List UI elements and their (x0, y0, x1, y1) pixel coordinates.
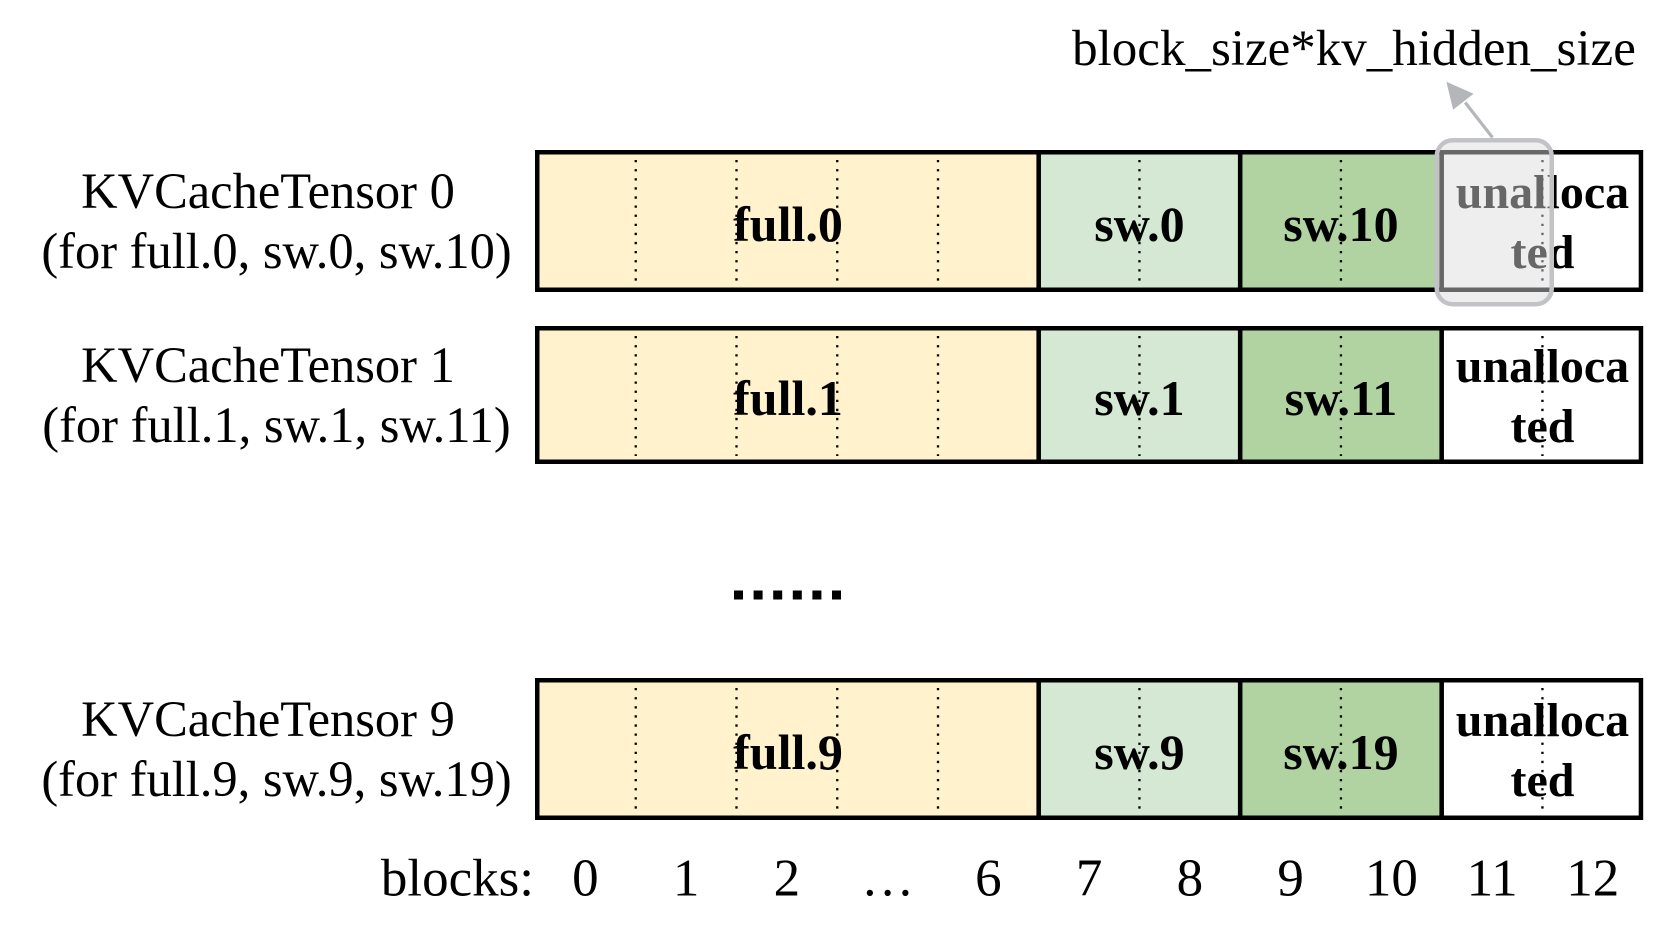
svg-text:sw.1: sw.1 (1094, 370, 1184, 426)
svg-text:12: 12 (1566, 850, 1619, 908)
svg-text:KVCacheTensor 9: KVCacheTensor 9 (81, 691, 455, 747)
svg-text:KVCacheTensor 0: KVCacheTensor 0 (81, 163, 455, 219)
svg-text:sw.9: sw.9 (1094, 724, 1184, 780)
svg-text:unalloca: unalloca (1456, 694, 1629, 747)
svg-text:KVCacheTensor 1: KVCacheTensor 1 (81, 337, 455, 393)
svg-text:8: 8 (1177, 850, 1204, 908)
svg-text:ted: ted (1510, 226, 1574, 279)
svg-text:7: 7 (1076, 850, 1103, 908)
svg-text:ted: ted (1510, 754, 1574, 807)
svg-text:ted: ted (1510, 400, 1574, 453)
svg-text:full.1: full.1 (733, 370, 843, 426)
svg-text:1: 1 (673, 850, 700, 908)
svg-text:sw.11: sw.11 (1285, 370, 1398, 426)
svg-text:full.9: full.9 (733, 724, 843, 780)
svg-text:full.0: full.0 (733, 196, 843, 252)
svg-text:sw.10: sw.10 (1283, 196, 1398, 252)
svg-text:sw.19: sw.19 (1283, 724, 1398, 780)
svg-text:0: 0 (572, 850, 599, 908)
svg-text:unalloca: unalloca (1456, 166, 1629, 219)
svg-text:block_size*kv_hidden_size: block_size*kv_hidden_size (1072, 21, 1636, 77)
svg-text:6: 6 (975, 850, 1002, 908)
svg-text:blocks:: blocks: (381, 850, 534, 908)
svg-text:unalloca: unalloca (1456, 340, 1629, 393)
svg-text:…: … (861, 850, 914, 908)
svg-text:2: 2 (774, 850, 801, 908)
svg-text:(for full.0, sw.0, sw.10): (for full.0, sw.0, sw.10) (41, 223, 511, 279)
svg-text:9: 9 (1277, 850, 1304, 908)
svg-text:(for full.1, sw.1, sw.11): (for full.1, sw.1, sw.11) (42, 397, 510, 453)
svg-text:(for full.9, sw.9, sw.19): (for full.9, sw.9, sw.19) (41, 751, 511, 807)
svg-text:11: 11 (1467, 850, 1518, 908)
svg-text:10: 10 (1365, 850, 1418, 908)
svg-text:sw.0: sw.0 (1094, 196, 1184, 252)
